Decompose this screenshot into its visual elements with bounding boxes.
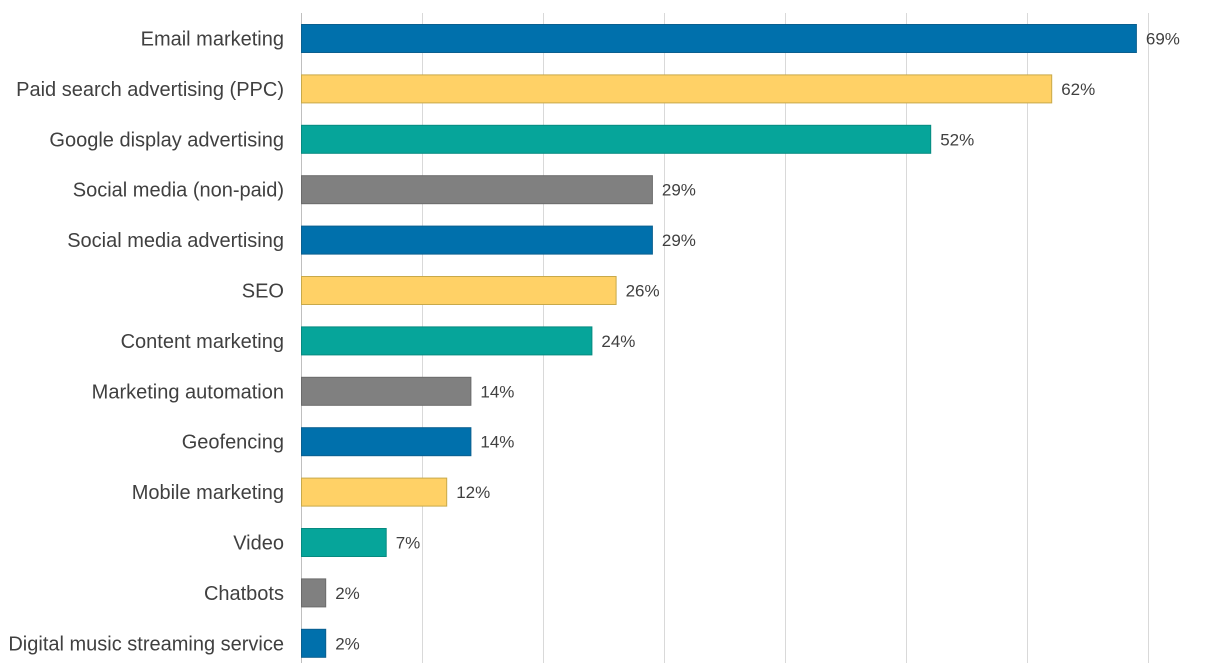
category-label: Content marketing: [121, 331, 284, 353]
value-labels: 69% 62% 52% 29% 29% 26% 24% 14% 14% 12% 7% 2% 2%: [335, 30, 1180, 654]
bar: [301, 326, 593, 356]
category-label: Google display advertising: [49, 129, 284, 151]
data-label: 69%: [1146, 30, 1180, 49]
bar: [301, 24, 1137, 53]
category-label: Email marketing: [141, 29, 284, 51]
category-label: SEO: [242, 281, 284, 303]
data-label: 7%: [396, 534, 421, 553]
category-label: Mobile marketing: [132, 482, 284, 504]
bar: [301, 376, 472, 406]
category-labels: Email marketing Paid search advertising (…: [8, 29, 284, 656]
bar: [301, 427, 472, 457]
category-label: Chatbots: [204, 583, 284, 605]
category-label: Paid search advertising (PPC): [16, 79, 284, 101]
bar: [301, 628, 327, 658]
data-label: 14%: [480, 433, 514, 452]
data-label: 24%: [601, 332, 635, 351]
data-label: 14%: [480, 382, 514, 401]
data-label: 52%: [940, 130, 974, 149]
bars: [301, 24, 1137, 658]
category-label: Geofencing: [182, 432, 284, 454]
bar: [301, 124, 932, 154]
category-label: Digital music streaming service: [8, 633, 284, 655]
category-label: Video: [233, 533, 284, 555]
bar: [301, 578, 327, 608]
bar: [301, 175, 653, 205]
bar: [301, 276, 617, 305]
data-label: 62%: [1061, 80, 1095, 99]
bar: [301, 528, 387, 557]
category-label: Social media (non-paid): [73, 180, 284, 202]
bar: [301, 74, 1053, 104]
bar: [301, 477, 448, 507]
data-label: 26%: [626, 282, 660, 301]
data-label: 12%: [456, 483, 490, 502]
category-label: Marketing automation: [92, 381, 284, 403]
data-label: 29%: [662, 231, 696, 250]
data-label: 2%: [335, 634, 360, 653]
data-label: 29%: [662, 181, 696, 200]
data-label: 2%: [335, 584, 360, 603]
category-label: Social media advertising: [67, 230, 284, 252]
bar: [301, 225, 653, 255]
